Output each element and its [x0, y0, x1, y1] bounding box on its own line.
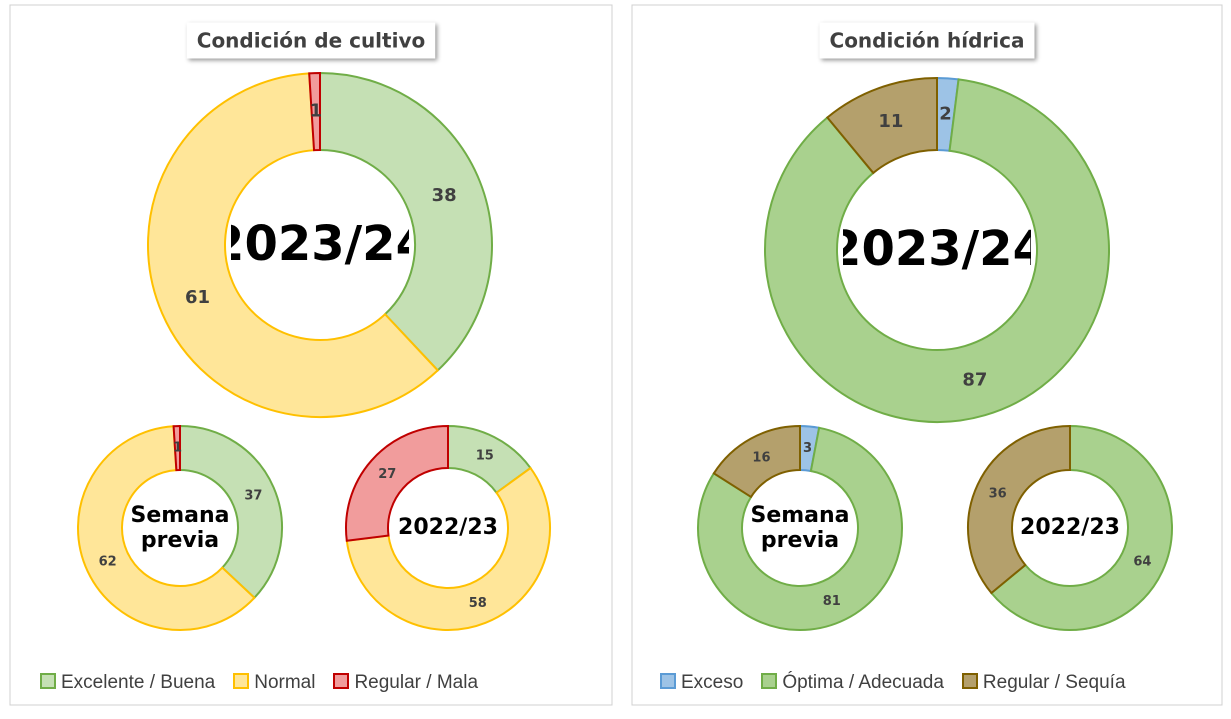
center-label: Semana previa — [130, 502, 230, 553]
data-label: 37 — [244, 489, 262, 504]
center-label-box: 2022/23 — [398, 515, 498, 541]
donut-segment — [179, 424, 283, 600]
data-label: 1 — [310, 101, 323, 122]
data-label: 1 — [173, 441, 182, 456]
center-label: Semana previa — [750, 502, 850, 553]
title-box — [819, 22, 1035, 59]
center-label-box: 2023/24 — [843, 221, 1031, 278]
donut-segment — [345, 466, 551, 631]
donut-segment — [319, 71, 493, 372]
legend: Exceso Óptima / Adecuada Regular / Sequía — [660, 672, 1126, 694]
center-label-box: 2023/24 — [231, 216, 409, 273]
data-label: 62 — [99, 555, 117, 570]
title-box — [186, 22, 436, 59]
data-label: 11 — [878, 111, 903, 132]
data-label: 27 — [378, 467, 396, 482]
legend-item: Normal — [233, 672, 315, 694]
data-label: 81 — [823, 594, 841, 609]
panel-border — [9, 4, 613, 706]
center-label-box: Semana previa — [750, 502, 850, 553]
legend-label: Normal — [254, 672, 316, 693]
data-label: 2 — [939, 103, 952, 124]
data-label: 3 — [803, 441, 812, 456]
chart-title: Condición de cultivo — [197, 29, 425, 53]
donut-segment — [77, 425, 256, 631]
center-label-box: Semana previa — [130, 502, 230, 553]
data-label: 38 — [432, 185, 457, 206]
legend-swatch — [660, 673, 676, 689]
center-label: 2022/23 — [1020, 515, 1120, 541]
donut-segment — [172, 424, 181, 472]
donut-segment — [147, 72, 440, 418]
legend: Excelente / Buena Normal Regular / Mala — [40, 672, 478, 694]
legend-label: Regular / Sequía — [982, 672, 1126, 693]
legend-swatch — [961, 673, 978, 689]
data-label: 36 — [989, 486, 1007, 501]
data-label: 58 — [469, 596, 487, 611]
data-label: 16 — [752, 450, 770, 465]
legend-item: Exceso — [660, 672, 743, 694]
donut-segment — [345, 424, 449, 542]
data-label: 61 — [185, 287, 210, 308]
donut-segment — [764, 78, 1110, 423]
donut-segment — [308, 71, 321, 152]
legend-item: Excelente / Buena — [40, 672, 215, 694]
legend-label: Exceso — [681, 672, 744, 693]
legend-item: Regular / Mala — [333, 672, 478, 694]
legend-swatch — [40, 673, 56, 689]
donut-segment — [712, 424, 801, 499]
legend-swatch — [233, 673, 250, 689]
data-label: 87 — [962, 370, 987, 391]
panel-border — [631, 4, 1223, 706]
legend-item: Regular / Sequía — [961, 672, 1126, 694]
legend-label: Excelente / Buena — [61, 672, 216, 693]
legend-swatch — [761, 673, 778, 689]
donut-segment — [989, 424, 1173, 631]
legend-label: Óptima / Adecuada — [782, 672, 944, 693]
center-label: 2023/24 — [843, 221, 1031, 278]
center-label: 2023/24 — [231, 216, 409, 273]
legend-label: Regular / Mala — [354, 672, 479, 693]
center-label: 2022/23 — [398, 515, 498, 541]
chart-title: Condición hídrica — [830, 29, 1025, 53]
center-label-box: 2022/23 — [1020, 515, 1120, 541]
data-label: 64 — [1133, 555, 1151, 570]
donut-segment — [697, 426, 903, 631]
legend-swatch — [333, 673, 350, 689]
donut-segment — [967, 424, 1071, 595]
legend-item: Óptima / Adecuada — [761, 672, 944, 694]
donut-segment — [825, 76, 938, 175]
data-label: 15 — [476, 448, 494, 463]
